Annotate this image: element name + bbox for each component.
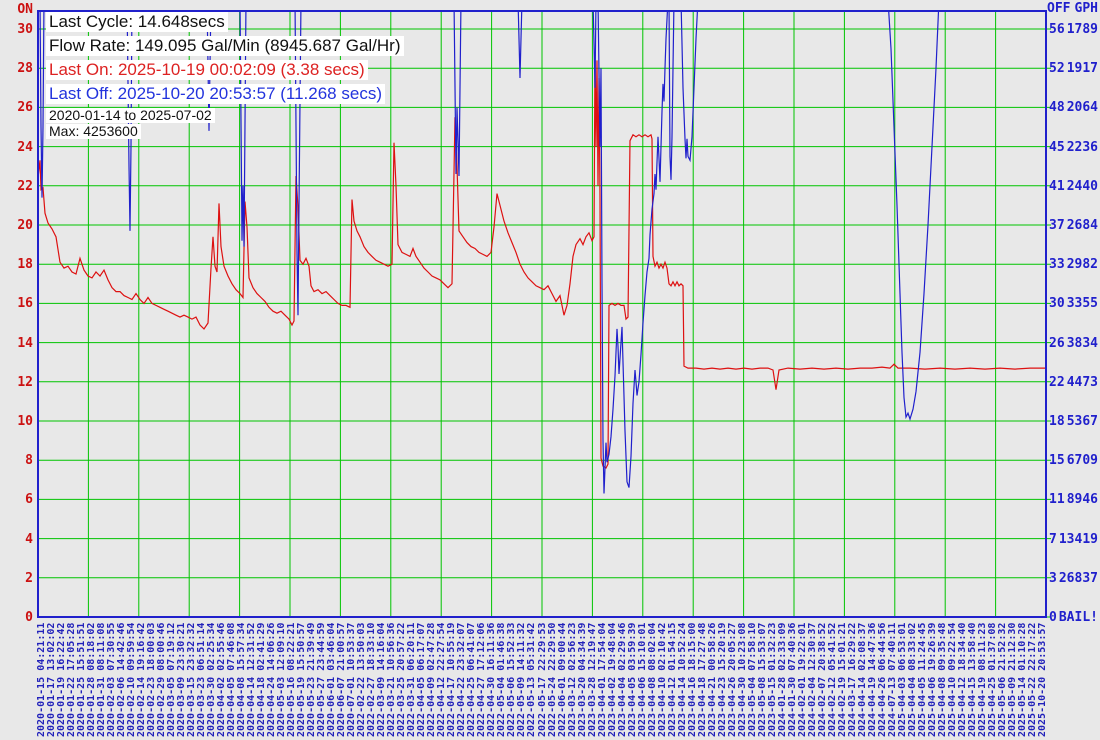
right-axis-off-label: 33: [1049, 257, 1065, 273]
right-axis-gph-label: 1917: [1066, 61, 1098, 77]
left-axis-tick-label: 10: [17, 414, 33, 429]
right-axis-off-label: 37: [1049, 218, 1065, 233]
right-axis-off-label: 56: [1049, 22, 1065, 37]
right-axis-gph-label: 2684: [1066, 218, 1098, 233]
right-axis-off-label: 52: [1049, 61, 1065, 77]
left-axis-tick-label: 20: [17, 218, 33, 233]
left-axis-tick-label: 24: [17, 139, 33, 155]
left-axis-tick-label: 6: [25, 492, 33, 508]
left-axis-tick-label: 18: [17, 257, 33, 273]
right-axis-gph-label: 1789: [1066, 22, 1098, 37]
right-axis-off-label: 7: [1049, 531, 1057, 547]
flow-rate-text: Flow Rate: 149.095 Gal/Min (8945.687 Gal…: [46, 36, 404, 56]
right-axis-gph-label: 2982: [1066, 257, 1098, 273]
date-range-text: 2020-01-14 to 2025-07-02: [46, 108, 215, 123]
left-axis-tick-label: 28: [17, 61, 33, 77]
right-axis-off-label: 11: [1049, 492, 1065, 508]
left-axis-tick-label: 0: [25, 610, 33, 625]
right-axis-gph-title: GPH: [1074, 1, 1098, 16]
right-axis-off-label: 0: [1049, 610, 1057, 625]
right-axis-gph-label: 13419: [1058, 531, 1098, 547]
right-axis-gph-label: 3834: [1066, 335, 1098, 351]
left-axis-tick-label: 4: [25, 531, 33, 547]
right-axis-gph-label: 5367: [1066, 414, 1098, 429]
right-axis-off-label: 48: [1049, 100, 1065, 116]
right-axis-gph-label: 8946: [1066, 492, 1098, 508]
off-seconds-line: [39, 12, 940, 494]
left-axis-tick-label: 22: [17, 178, 33, 194]
left-axis-tick-label: 16: [17, 296, 33, 312]
right-axis-off-label: 22: [1049, 374, 1065, 390]
right-axis-off-label: 41: [1049, 178, 1065, 194]
plot-frame: [37, 10, 1047, 618]
right-axis-gph-label: 2440: [1066, 178, 1098, 194]
left-axis-tick-label: 26: [17, 100, 33, 116]
left-axis-tick-label: 2: [25, 570, 33, 586]
last-cycle-text: Last Cycle: 14.648secs: [46, 12, 228, 32]
right-axis-off-title: OFF: [1047, 1, 1071, 16]
left-axis-tick-label: 14: [17, 335, 33, 351]
right-axis-off-label: 26: [1049, 335, 1065, 351]
left-axis-title: ON: [17, 2, 33, 17]
right-axis-off-label: 18: [1049, 414, 1065, 429]
right-axis-gph-label: 26837: [1058, 570, 1098, 586]
chart-info-overlay: Last Cycle: 14.648secs Flow Rate: 149.09…: [46, 12, 404, 140]
left-axis-tick-label: 12: [17, 374, 33, 390]
right-axis-gph-label: 4473: [1066, 374, 1098, 390]
right-axis-gph-label: BAIL!: [1058, 610, 1098, 625]
x-axis-label: 2025-10-20 20:53:57: [1037, 622, 1048, 737]
left-axis-tick-label: 30: [17, 22, 33, 37]
right-axis-off-label: 30: [1049, 296, 1065, 312]
last-off-text: Last Off: 2025-10-20 20:53:57 (11.268 se…: [46, 84, 385, 104]
max-value-text: Max: 4253600: [46, 124, 141, 139]
right-axis-gph-label: 2064: [1066, 100, 1098, 116]
right-axis-gph-label: 6709: [1066, 453, 1098, 469]
right-axis-off-label: 15: [1049, 453, 1065, 469]
left-axis-tick-label: 8: [25, 453, 33, 469]
right-axis-off-label: 3: [1049, 570, 1057, 586]
last-on-text: Last On: 2025-10-19 00:02:09 (3.38 secs): [46, 60, 368, 80]
right-axis-gph-label: 3355: [1066, 296, 1098, 312]
right-axis-off-label: 45: [1049, 139, 1065, 155]
right-axis-gph-label: 2236: [1066, 139, 1098, 155]
